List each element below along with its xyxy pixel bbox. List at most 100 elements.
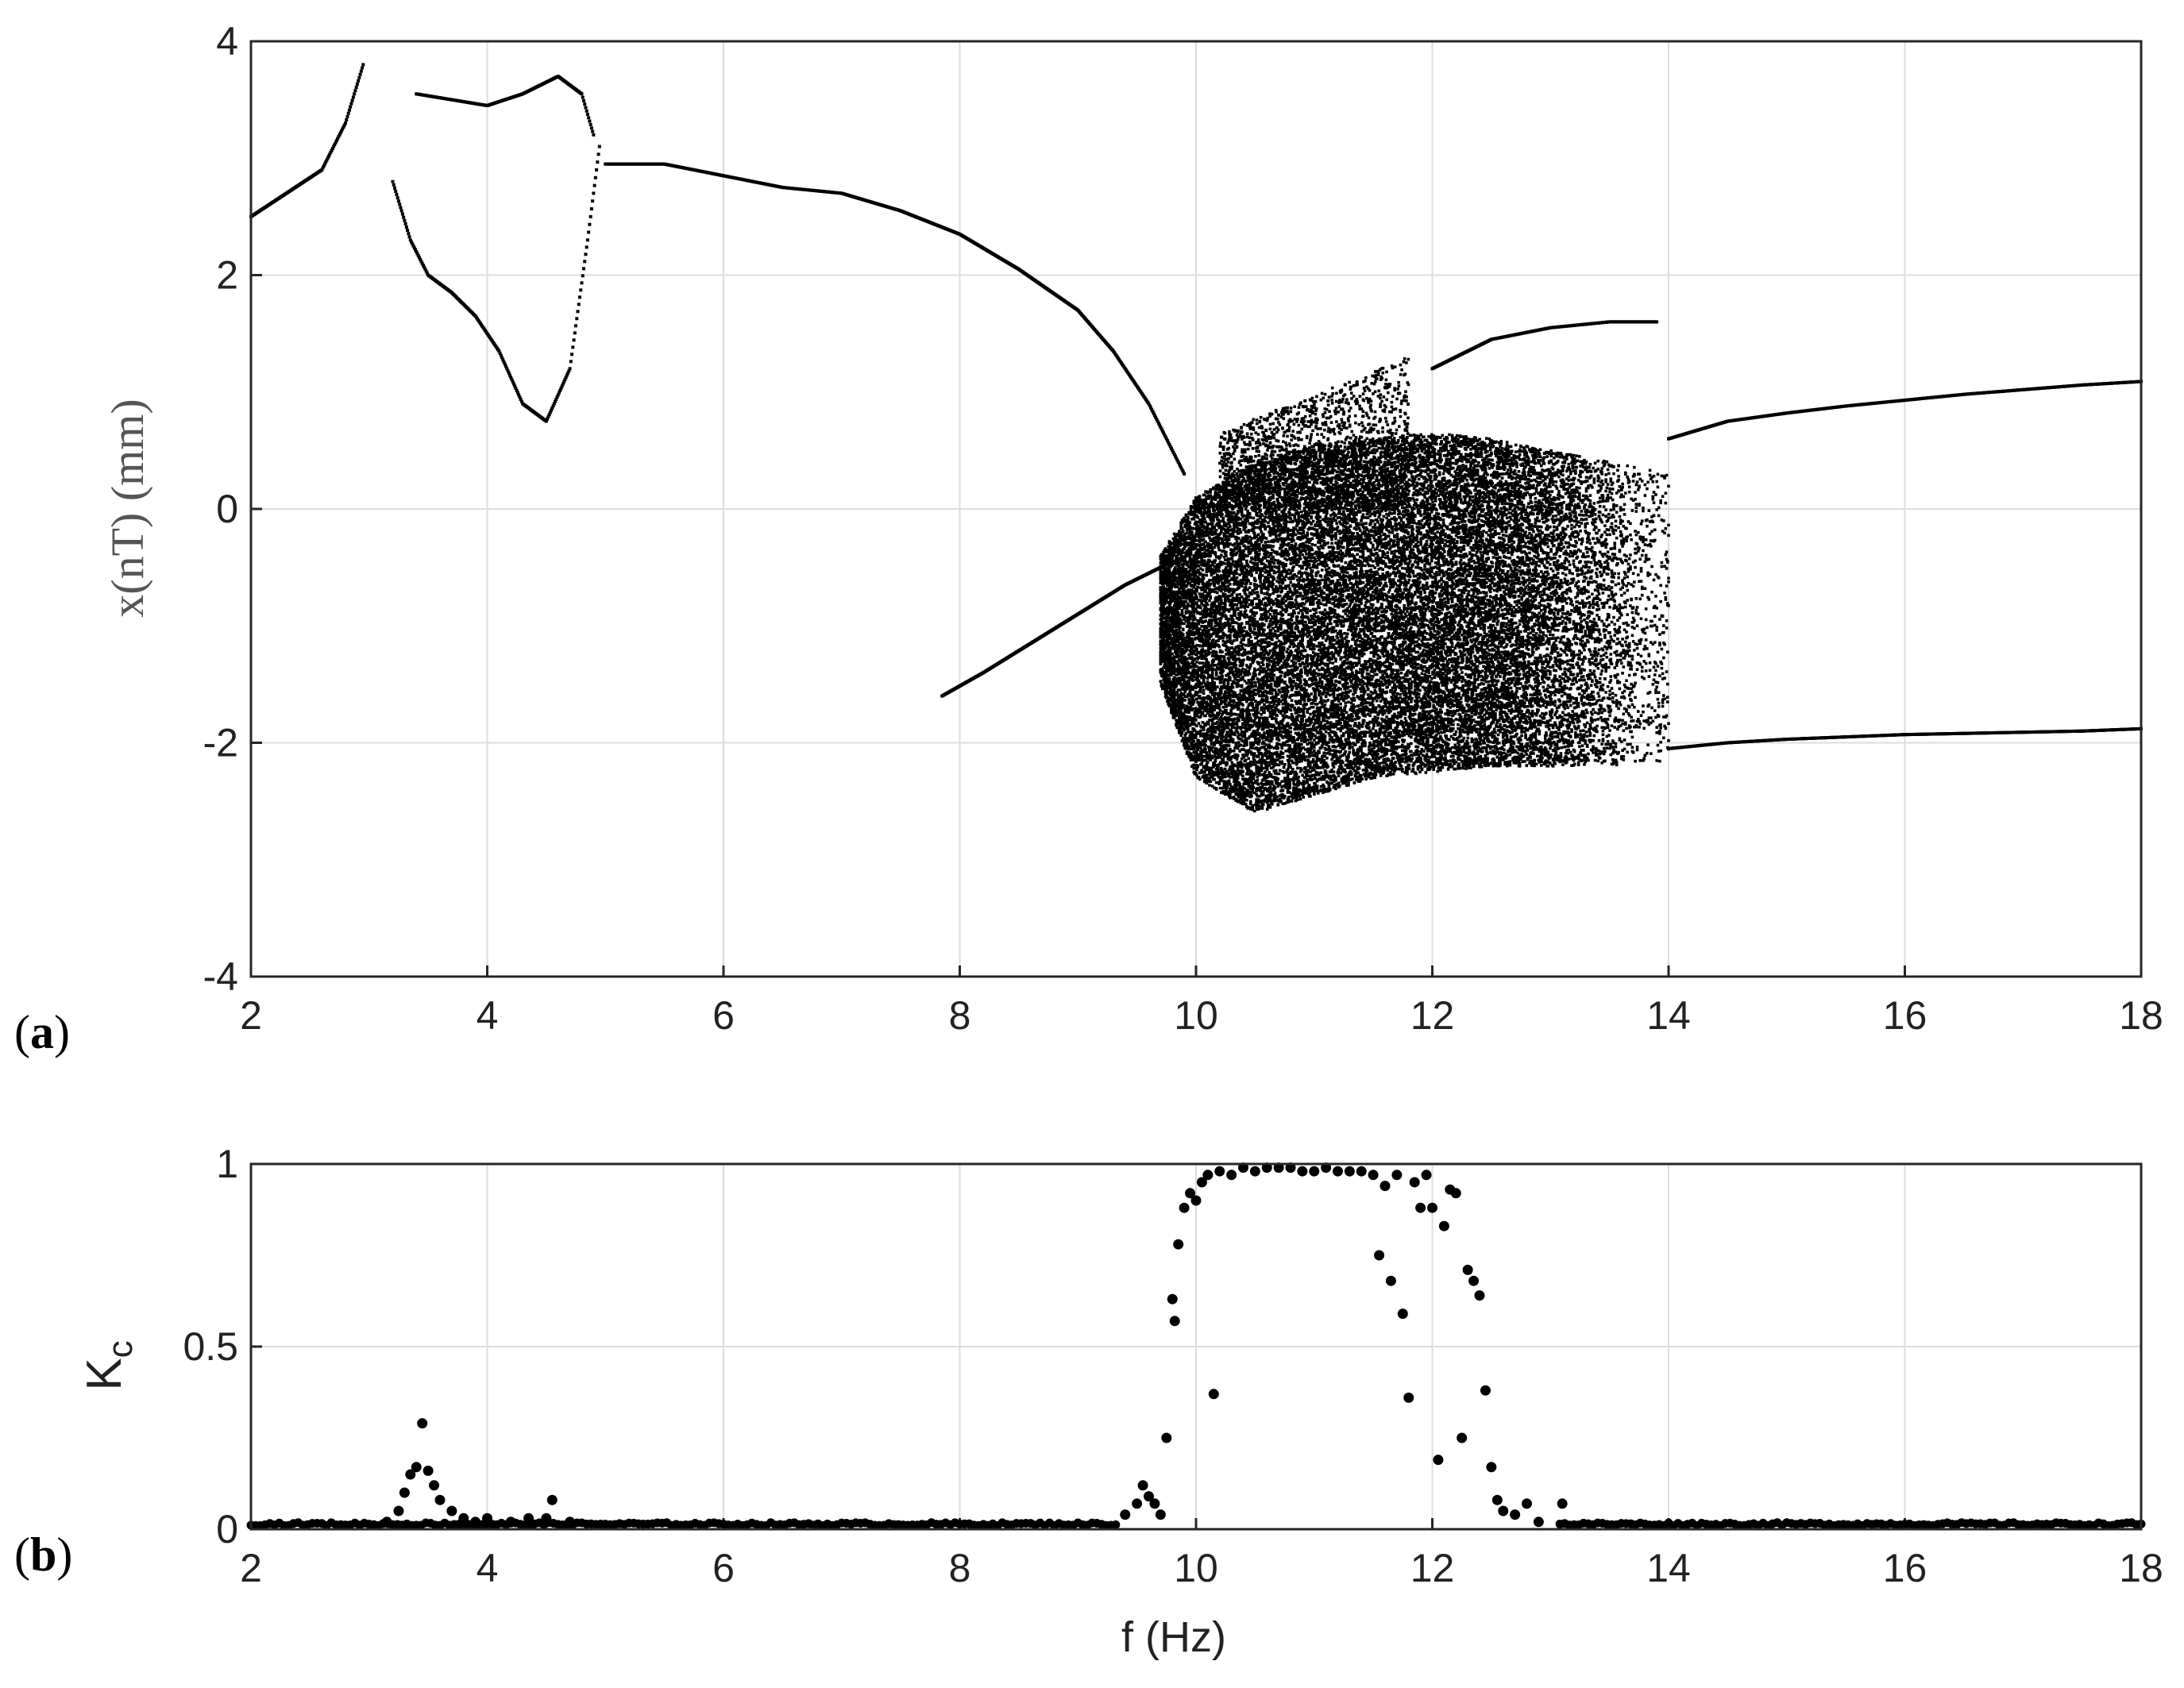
panel-a-chaos-point xyxy=(1180,702,1184,706)
panel-a-chaos-point xyxy=(1235,576,1239,580)
panel-a-chaos-point xyxy=(1179,734,1183,738)
panel-a-chaos-point xyxy=(1205,773,1209,777)
panel-a-chaos-point xyxy=(1212,658,1215,661)
panel-a-chaos-point xyxy=(1205,597,1209,601)
panel-a-chaos-point xyxy=(1226,557,1230,561)
panel-a-chaos-point xyxy=(1180,723,1184,727)
panel-a-chaos-point xyxy=(1171,615,1175,619)
panel-a-chaos-point xyxy=(1179,673,1183,676)
panel-a-chaos-point xyxy=(1192,585,1196,589)
panel-a-chaos-point xyxy=(1171,703,1175,707)
panel-a-chaos-point xyxy=(1200,761,1203,765)
panel-a-chaos-point xyxy=(1214,532,1218,536)
panel-a-chaos-point xyxy=(1217,582,1220,585)
panel-a-chaos-point xyxy=(1171,680,1175,684)
panel-a-chaos-point xyxy=(1176,611,1180,615)
panel-a-chaos-point xyxy=(1168,544,1172,547)
panel-a-chaos-point xyxy=(1189,510,1193,513)
panel-a-chaos-point xyxy=(1176,699,1180,703)
panel-a-chaos-point xyxy=(1235,723,1239,726)
panel-a-chaos-point xyxy=(1190,730,1194,734)
panel-a-chaos-point xyxy=(1201,568,1205,572)
panel-a-chaos-point xyxy=(1162,553,1165,556)
panel-a-chaos-point xyxy=(1235,551,1239,555)
panel-a-chaos-point xyxy=(1163,581,1167,585)
panel-a-chaos-point xyxy=(1208,668,1211,672)
panel-a-chaos-point xyxy=(1180,719,1184,723)
panel-a-chaos-point xyxy=(1202,688,1206,692)
panel-a-chaos-point xyxy=(1168,634,1172,637)
panel-a-chaos-point xyxy=(1239,673,1243,676)
panel-a-chaos-point xyxy=(1217,711,1221,715)
panel-a-chaos-point xyxy=(1180,640,1184,644)
panel-a-chaos-point xyxy=(1236,607,1240,611)
panel-a-chaos-point xyxy=(1205,751,1209,754)
panel-a-chaos-point xyxy=(1177,607,1181,611)
panel-a-chaos-point xyxy=(1210,669,1214,672)
panel-a-chaos-point xyxy=(1226,646,1230,649)
panel-a-chaos-point xyxy=(1196,585,1200,589)
panel-a-chaos-point xyxy=(1172,657,1176,661)
panel-a-chaos-point xyxy=(1200,657,1203,661)
panel-a-chaos-point xyxy=(1204,714,1207,718)
panel-a-chaos-point xyxy=(1174,585,1177,589)
panel-a-chaos-point xyxy=(1193,657,1197,661)
panel-a-chaos-point xyxy=(1171,625,1175,629)
panel-a-chaos-point xyxy=(1196,765,1200,769)
panel-a-chaos-point xyxy=(1168,609,1172,613)
panel-a-chaos-point xyxy=(1164,629,1168,632)
panel-a-chaos-point xyxy=(1172,553,1176,557)
panel-a-chaos-point xyxy=(1180,700,1184,703)
panel-a-chaos-point xyxy=(1177,565,1181,568)
panel-a-chaos-point xyxy=(1179,681,1182,684)
panel-a-chaos-point xyxy=(1225,708,1228,712)
panel-a-chaos-point xyxy=(1179,598,1182,602)
panel-a-chaos-point xyxy=(1163,680,1167,684)
panel-a-chaos-point xyxy=(1216,591,1219,595)
panel-a-chaos-point xyxy=(1204,723,1207,727)
panel-a-chaos-point xyxy=(1177,718,1181,722)
panel-a-chaos-point xyxy=(1162,594,1165,597)
panel-a-chaos-point xyxy=(1179,571,1183,575)
panel-a-chaos-point xyxy=(1200,499,1203,502)
panel-a-chaos-point xyxy=(1179,619,1183,622)
panel-a-chaos-point xyxy=(1214,787,1218,790)
panel-a-chaos-point xyxy=(1236,777,1240,780)
panel-a-chaos-point xyxy=(1202,754,1206,758)
panel-a-chaos-point xyxy=(1229,583,1232,586)
panel-a-chaos-point xyxy=(1176,545,1180,548)
panel-a-chaos-point xyxy=(1164,688,1168,692)
panel-a-chaos-point xyxy=(1172,662,1176,666)
panel-a-chaos-point xyxy=(1180,731,1184,734)
panel-a-chaos-point xyxy=(1177,634,1181,638)
panel-a-chaos-point xyxy=(1213,512,1216,516)
panel-a-chaos-point xyxy=(1174,550,1177,554)
panel-a-chaos-point xyxy=(1195,647,1198,651)
panel-a-chaos-point xyxy=(1231,685,1235,689)
panel-a-chaos-point xyxy=(1190,656,1194,659)
panel-a-chaos-point xyxy=(1190,637,1194,641)
panel-a-chaos-point xyxy=(1177,714,1181,717)
panel-a-chaos-point xyxy=(1176,688,1180,692)
panel-a-chaos-point xyxy=(1219,599,1223,603)
panel-a-chaos-point xyxy=(1163,610,1167,614)
panel-a-chaos-point xyxy=(1225,786,1229,789)
panel-a-chaos-point xyxy=(1209,596,1213,600)
panel-a-chaos-point xyxy=(1171,652,1174,656)
panel-a-chaos-point xyxy=(1208,599,1211,603)
panel-a-chaos-point xyxy=(1231,787,1235,791)
panel-a-chaos-point xyxy=(1176,567,1180,571)
panel-a-chaos-point xyxy=(1223,775,1227,779)
panel-a-chaos-point xyxy=(1239,689,1243,693)
panel-a-chaos-point xyxy=(1167,608,1171,612)
panel-a-chaos-point xyxy=(1179,670,1183,673)
panel-a-chaos-point xyxy=(1180,706,1184,710)
panel-a-chaos-point xyxy=(1171,679,1175,683)
panel-a-chaos-point xyxy=(1238,528,1242,531)
panel-a-chaos-point xyxy=(1235,603,1239,607)
panel-a-chaos-point xyxy=(1208,506,1211,509)
panel-a-chaos-point xyxy=(1163,659,1167,662)
panel-a-chaos-point xyxy=(1202,726,1206,730)
panel-a-chaos-point xyxy=(1171,668,1174,672)
panel-a-chaos-point xyxy=(1237,644,1241,648)
